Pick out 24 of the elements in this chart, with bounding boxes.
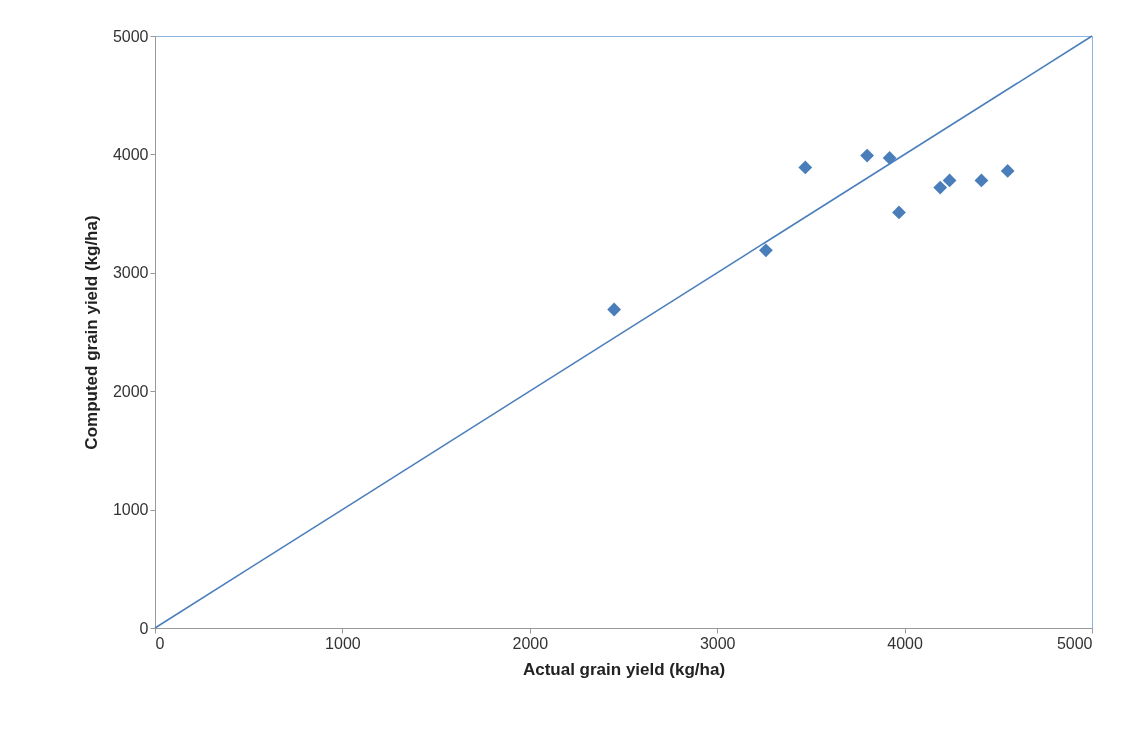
point <box>933 180 948 195</box>
x-tick-label: 2000 <box>512 634 549 652</box>
point <box>1000 164 1015 178</box>
x-tick-label: 3000 <box>699 634 736 652</box>
point <box>974 173 989 188</box>
point <box>759 243 773 258</box>
point <box>892 205 906 220</box>
point <box>882 151 897 165</box>
y-tick-label: 2000 <box>112 382 149 400</box>
point <box>942 173 957 188</box>
y-tick-label: 4000 <box>112 145 149 163</box>
x-tick-label: 1000 <box>325 634 361 652</box>
point <box>607 302 622 317</box>
y-tick-label: 3000 <box>112 264 149 282</box>
y-axis-title: Computed grain yield (kg/ha) <box>81 215 101 450</box>
y-tick-label: 0 <box>139 619 149 637</box>
y-tick-label: 5000 <box>112 27 149 45</box>
x-axis-title: Actual grain yield (kg/ha) <box>522 659 726 679</box>
x-tick-label: 4000 <box>887 634 923 652</box>
y-tick-label: 1000 <box>112 501 149 519</box>
point <box>798 160 813 175</box>
x-tick-label: 0 <box>155 634 165 652</box>
x-tick-label: 5000 <box>1056 634 1093 652</box>
point <box>860 148 875 163</box>
